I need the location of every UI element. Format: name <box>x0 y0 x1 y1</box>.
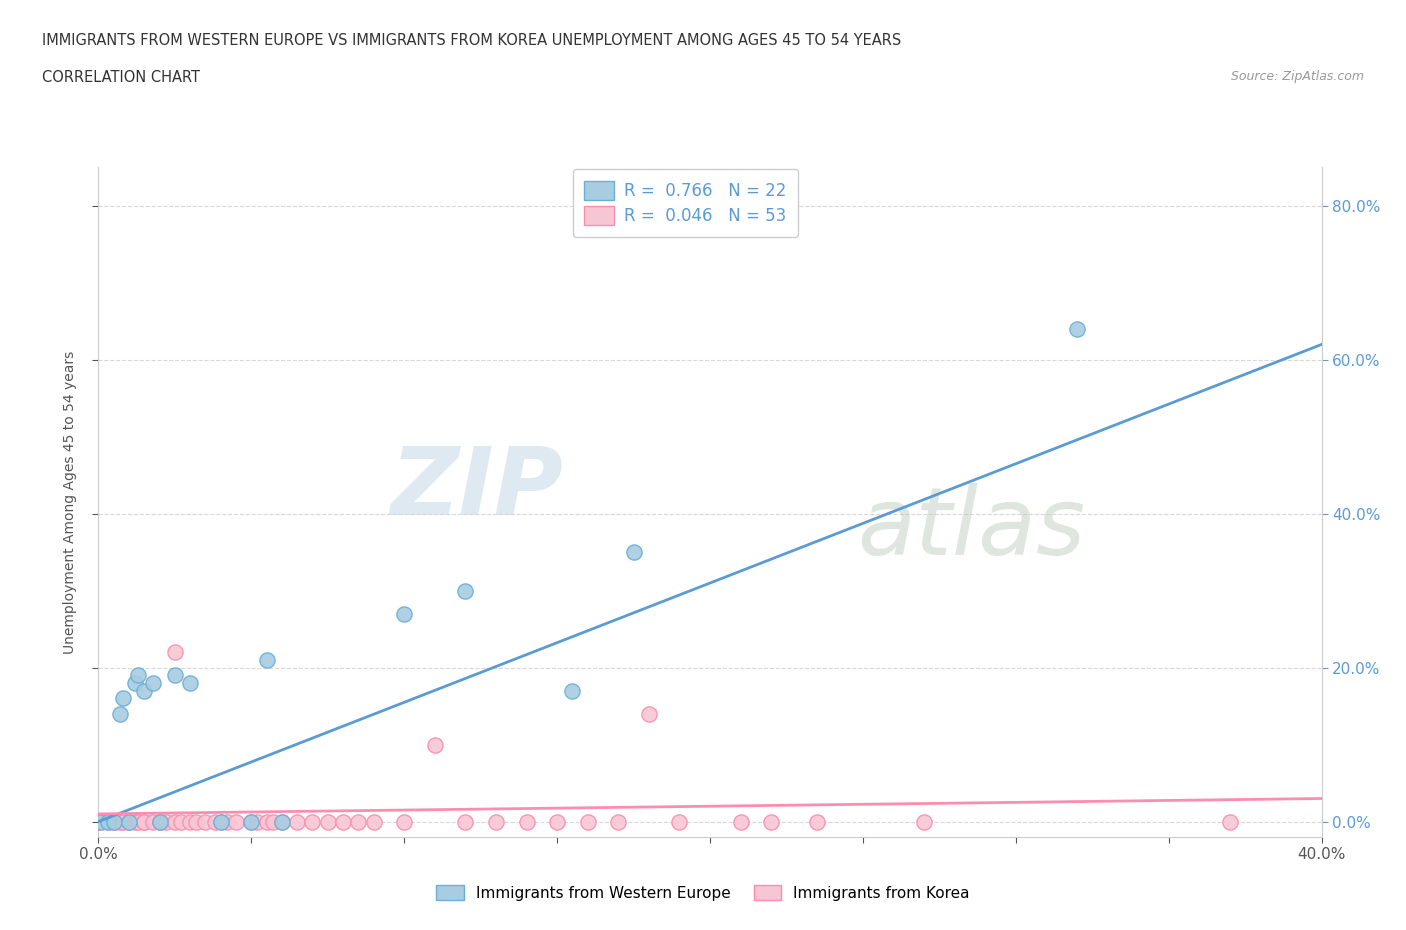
Point <box>270 814 292 829</box>
Point <box>209 814 232 829</box>
Point <box>142 814 165 829</box>
Point <box>392 606 416 621</box>
Point <box>134 684 156 698</box>
Point <box>347 814 370 829</box>
Point <box>576 814 599 829</box>
Point <box>134 814 156 829</box>
Point <box>111 691 134 706</box>
Point <box>163 668 186 683</box>
Point <box>170 814 193 829</box>
Text: atlas: atlas <box>856 484 1085 575</box>
Point <box>108 814 131 829</box>
Point <box>134 814 156 829</box>
Point <box>97 814 120 829</box>
Point <box>87 814 110 829</box>
Text: IMMIGRANTS FROM WESTERN EUROPE VS IMMIGRANTS FROM KOREA UNEMPLOYMENT AMONG AGES : IMMIGRANTS FROM WESTERN EUROPE VS IMMIGR… <box>42 33 901 47</box>
Point <box>186 814 208 829</box>
Point <box>392 814 416 829</box>
Point <box>912 814 935 829</box>
Point <box>668 814 690 829</box>
Point <box>623 545 645 560</box>
Point <box>215 814 238 829</box>
Point <box>806 814 828 829</box>
Point <box>637 707 661 722</box>
Point <box>454 814 477 829</box>
Point <box>108 707 131 722</box>
Point <box>124 675 146 690</box>
Point <box>149 814 172 829</box>
Point <box>301 814 323 829</box>
Point <box>363 814 385 829</box>
Point <box>111 814 134 829</box>
Point <box>256 653 278 668</box>
Point <box>142 675 165 690</box>
Point <box>97 814 120 829</box>
Y-axis label: Unemployment Among Ages 45 to 54 years: Unemployment Among Ages 45 to 54 years <box>63 351 77 654</box>
Point <box>194 814 217 829</box>
Point <box>209 814 232 829</box>
Legend: Immigrants from Western Europe, Immigrants from Korea: Immigrants from Western Europe, Immigran… <box>429 877 977 909</box>
Point <box>546 814 568 829</box>
Point <box>225 814 247 829</box>
Point <box>103 814 125 829</box>
Point <box>155 814 177 829</box>
Legend: R =  0.766   N = 22, R =  0.046   N = 53: R = 0.766 N = 22, R = 0.046 N = 53 <box>572 169 799 237</box>
Point <box>454 583 477 598</box>
Point <box>316 814 339 829</box>
Point <box>124 814 146 829</box>
Point <box>204 814 226 829</box>
Point <box>149 814 172 829</box>
Point <box>607 814 630 829</box>
Point <box>87 814 110 829</box>
Point <box>118 814 141 829</box>
Point <box>103 814 125 829</box>
Point <box>90 814 112 829</box>
Point <box>285 814 308 829</box>
Point <box>240 814 263 829</box>
Point <box>149 814 172 829</box>
Point <box>516 814 538 829</box>
Point <box>127 814 149 829</box>
Point <box>423 737 446 752</box>
Point <box>163 814 186 829</box>
Text: CORRELATION CHART: CORRELATION CHART <box>42 70 200 85</box>
Point <box>730 814 752 829</box>
Point <box>270 814 292 829</box>
Text: Source: ZipAtlas.com: Source: ZipAtlas.com <box>1230 70 1364 83</box>
Point <box>240 814 263 829</box>
Point <box>561 684 583 698</box>
Point <box>262 814 284 829</box>
Point <box>246 814 269 829</box>
Point <box>127 668 149 683</box>
Point <box>103 814 125 829</box>
Point <box>759 814 782 829</box>
Point <box>332 814 354 829</box>
Point <box>256 814 278 829</box>
Point <box>485 814 508 829</box>
Point <box>179 814 201 829</box>
Point <box>118 814 141 829</box>
Point <box>1219 814 1241 829</box>
Point <box>179 675 201 690</box>
Point <box>1066 322 1088 337</box>
Point <box>163 644 186 659</box>
Text: ZIP: ZIP <box>391 443 564 535</box>
Point <box>118 814 141 829</box>
